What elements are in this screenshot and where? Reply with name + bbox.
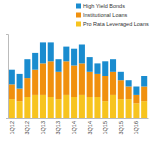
x-axis-line: [9, 118, 149, 119]
y-axis-line: [6, 35, 9, 119]
bar: [32, 53, 38, 70]
bar: [17, 101, 23, 118]
plot-area: [9, 42, 147, 118]
x-tick: 1Q14: [71, 118, 77, 134]
bar-series: [9, 42, 147, 95]
bar: [9, 84, 15, 99]
bar: [141, 76, 147, 87]
bar: [32, 70, 38, 95]
bar: [94, 63, 100, 74]
x-tick: 1Q16: [133, 118, 139, 134]
bar: [48, 61, 54, 97]
bar: [32, 95, 38, 118]
x-tick-label: 1Q14: [71, 121, 77, 134]
bar: [126, 99, 132, 118]
bar: [9, 99, 15, 118]
bar: [141, 87, 147, 102]
bar: [133, 87, 139, 95]
bar: [87, 57, 93, 72]
legend-label: Pro Rata Leveraged Loans: [83, 21, 149, 27]
bar: [126, 87, 132, 100]
bar: [40, 95, 46, 118]
bar: [79, 63, 85, 95]
bar: [17, 74, 23, 89]
bar: [71, 97, 77, 118]
bar: [133, 95, 139, 103]
x-tick: 3Q15: [118, 118, 124, 134]
x-tick-label: 1Q15: [102, 121, 108, 134]
x-tick: 3Q13: [55, 118, 61, 134]
x-tick: 1Q15: [102, 118, 108, 134]
x-tick-label: 1Q13: [40, 121, 46, 134]
bar: [24, 97, 30, 118]
bar: [126, 80, 132, 86]
bar: [24, 59, 30, 78]
bar: [79, 95, 85, 118]
chart: 1Q12 3Q12 1Q13 3Q13 1Q14 3Q14 1Q15 3Q15 1Q16 High…: [0, 0, 150, 150]
bar: [102, 76, 108, 101]
bar: [24, 78, 30, 97]
bar: [102, 61, 108, 76]
bar: [48, 42, 54, 61]
x-tick: 3Q14: [87, 118, 93, 134]
bar: [118, 72, 124, 80]
bar: [94, 97, 100, 118]
bar: [55, 72, 61, 99]
y-axis: [6, 35, 9, 119]
x-tick-label: 3Q15: [118, 121, 124, 134]
legend-swatch: [76, 22, 81, 27]
legend-swatch: [76, 13, 81, 18]
bar: [110, 72, 116, 95]
bar: [141, 101, 147, 118]
bar: [48, 97, 54, 118]
legend-label: High Yield Bonds: [83, 3, 125, 9]
legend-label: Institutional Loans: [83, 12, 128, 18]
x-tick: 3Q12: [24, 118, 30, 134]
legend: High Yield Bonds Institutional Loans Pro R…: [76, 3, 149, 27]
bar: [71, 49, 77, 66]
bar: [118, 99, 124, 118]
bar: [87, 97, 93, 118]
bar: [102, 101, 108, 118]
x-tick-label: 1Q12: [9, 121, 15, 134]
bar: [87, 72, 93, 97]
legend-swatch: [76, 4, 81, 9]
bar: [63, 61, 69, 95]
bar: [118, 80, 124, 99]
x-tick: 1Q12: [9, 118, 15, 134]
x-tick: 1Q13: [40, 118, 46, 134]
bar: [79, 45, 85, 64]
bar: [55, 59, 61, 72]
bar: [71, 66, 77, 98]
bar: [40, 63, 46, 95]
bar: [110, 95, 116, 118]
bar: [63, 95, 69, 118]
x-axis: 1Q12 3Q12 1Q13 3Q13 1Q14 3Q14 1Q15 3Q15 1Q16: [9, 118, 149, 134]
bar: [94, 74, 100, 97]
bar: [17, 89, 23, 102]
bar: [55, 99, 61, 118]
bar: [110, 59, 116, 72]
x-tick-label: 3Q14: [87, 121, 93, 134]
bar: [9, 70, 15, 85]
bar: [40, 42, 46, 63]
x-tick-label: 3Q13: [55, 121, 61, 134]
bar: [133, 103, 139, 118]
x-tick-label: 1Q16: [133, 121, 139, 134]
x-tick-label: 3Q12: [24, 121, 30, 134]
bar: [63, 47, 69, 62]
